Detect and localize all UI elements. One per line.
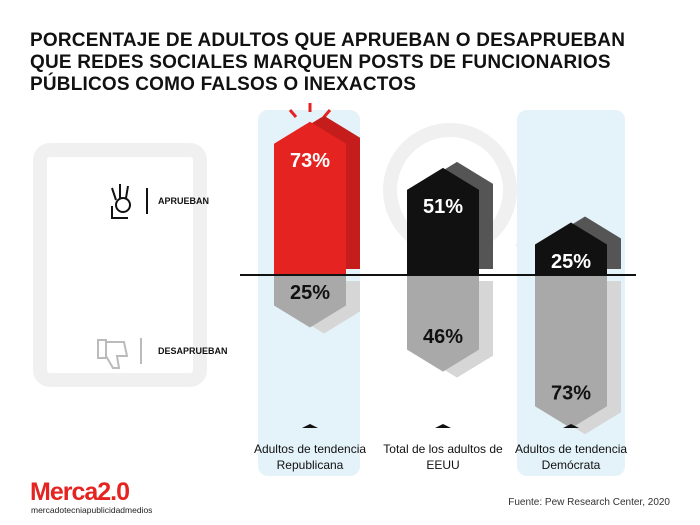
category-label: Total de los adultos de EEUU (383, 442, 503, 472)
category-label: Adultos de tendencia Demócrata (514, 442, 628, 472)
source: Fuente: Pew Research Center, 2020 (508, 497, 670, 508)
chart-title: PORCENTAJE DE ADULTOS QUE APRUEBAN O DES… (30, 30, 626, 95)
bar (407, 167, 479, 275)
category-marker (563, 424, 579, 428)
value-label: 25% (290, 282, 330, 304)
value-label: 73% (551, 383, 591, 405)
bar (535, 222, 607, 275)
legend-label: APRUEBAN (158, 196, 210, 206)
logo: Merca2.0 (30, 478, 130, 506)
disapprove-icon (97, 338, 142, 369)
logo-tagline: mercadotecniapublicidadmedios (31, 505, 153, 515)
bar (407, 275, 479, 372)
bar (274, 275, 346, 328)
category-marker (435, 424, 451, 428)
value-label: 46% (423, 326, 463, 348)
bar (535, 275, 607, 429)
category-label: Adultos de tendencia Republicana (253, 442, 367, 472)
bar (274, 121, 346, 275)
value-label: 73% (290, 150, 330, 172)
value-label: 51% (423, 196, 463, 218)
burst (288, 103, 332, 118)
value-label: 25% (551, 251, 591, 273)
category-marker (302, 424, 318, 428)
legend-label: DESAPRUEBAN (158, 346, 228, 356)
approve-icon (111, 184, 148, 219)
